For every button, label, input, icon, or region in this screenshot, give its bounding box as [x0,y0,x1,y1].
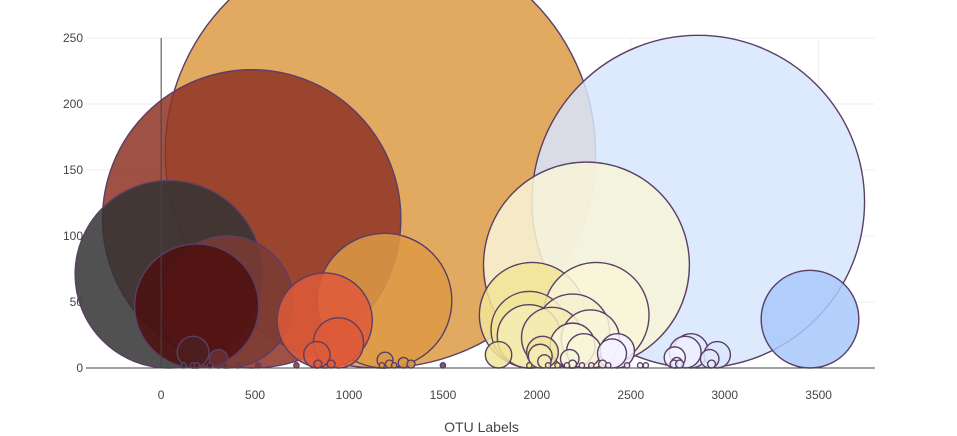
bubble-point[interactable] [390,362,398,369]
bubble-point[interactable] [636,362,644,369]
bubble-point[interactable] [604,362,612,369]
bubble-point[interactable] [563,362,571,369]
bubble-point[interactable] [544,362,552,369]
bubble-point[interactable] [313,359,323,369]
bubble-point[interactable] [254,362,262,369]
x-tick-label: 2000 [524,388,551,402]
bubble-point[interactable] [293,362,300,369]
bubble-point[interactable] [760,269,860,369]
x-tick-label: 3000 [711,388,738,402]
bubble-point[interactable] [526,362,533,369]
x-tick-label: 0 [158,388,165,402]
axis-layer: 0 500 1000 1500 2000 2500 3000 3500 0 50 100 150 200… [63,31,875,402]
bubble-point[interactable] [578,362,586,369]
bubble-point[interactable] [554,362,561,369]
bubble-point[interactable] [378,362,386,369]
y-tick-label: 0 [76,361,83,375]
bubble-point[interactable] [484,340,513,369]
bubble-point[interactable] [206,362,214,369]
bubble-point[interactable] [623,362,631,369]
x-tick-label: 1500 [430,388,457,402]
bubble-point[interactable] [406,359,416,369]
bubble-point[interactable] [193,362,201,369]
y-tick-label: 100 [63,229,83,243]
x-tick-label: 500 [245,388,265,402]
bubble-point[interactable] [221,362,229,369]
bubble-point[interactable] [234,362,242,369]
bubble-layer [74,0,866,369]
x-tick-label: 3500 [805,388,832,402]
y-tick-label: 250 [63,31,83,45]
bubble-point[interactable] [587,362,595,369]
y-tick-label: 50 [70,295,84,309]
bubble-point[interactable] [326,359,336,369]
bubble-point[interactable] [180,362,188,369]
bubble-point[interactable] [674,359,685,369]
bubble-point[interactable] [642,362,650,369]
y-tick-label: 150 [63,163,83,177]
x-tick-label: 1000 [336,388,363,402]
bubble-point[interactable] [706,359,717,369]
y-tick-label: 200 [63,97,83,111]
bubble-point[interactable] [439,362,447,369]
x-axis-title: OTU Labels [444,419,519,435]
x-tick-label: 2500 [617,388,644,402]
